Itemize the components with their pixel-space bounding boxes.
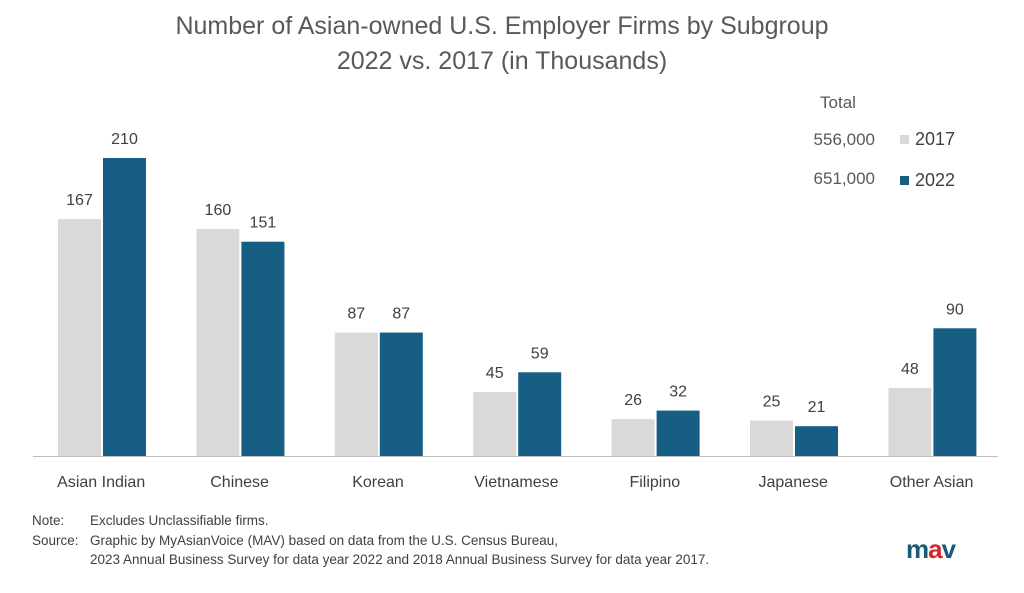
x-tick-label: Japanese xyxy=(759,474,828,491)
data-label: 25 xyxy=(763,394,781,411)
note-text: Excludes Unclassifiable firms. xyxy=(90,513,269,528)
note-label: Note: xyxy=(32,513,65,528)
data-label: 90 xyxy=(946,301,964,318)
x-tick-label: Filipino xyxy=(629,474,680,491)
note-line: Note: Excludes Unclassifiable firms. xyxy=(32,513,269,528)
bar-2017-filipino xyxy=(611,419,655,456)
bar-2017-asian-indian xyxy=(58,219,101,456)
chart-subtitle: 2022 vs. 2017 (in Thousands) xyxy=(336,47,668,75)
legend-swatch-2017 xyxy=(900,135,909,144)
data-label: 48 xyxy=(901,361,919,378)
legend-total: 651,000 xyxy=(814,169,875,188)
data-label: 59 xyxy=(531,345,549,362)
chart-title: Number of Asian-owned U.S. Employer Firm… xyxy=(175,12,829,40)
mav-logo: mav xyxy=(906,534,956,564)
legend-label: 2022 xyxy=(915,170,955,190)
data-label: 167 xyxy=(66,192,93,209)
x-tick-label: Chinese xyxy=(210,474,269,491)
data-label: 45 xyxy=(486,365,504,382)
data-label: 160 xyxy=(205,202,232,219)
data-label: 87 xyxy=(347,306,365,323)
legend-total: 556,000 xyxy=(814,130,875,149)
bar-2022-chinese xyxy=(241,241,285,456)
data-label: 21 xyxy=(808,399,826,416)
x-tick-label: Asian Indian xyxy=(57,474,145,491)
bar-2017-other-asian xyxy=(888,387,932,456)
source-label: Source: xyxy=(32,533,79,548)
data-label: 151 xyxy=(250,215,277,232)
x-tick-label: Korean xyxy=(352,474,404,491)
data-label: 32 xyxy=(669,384,687,401)
source-line-2: 2023 Annual Business Survey for data yea… xyxy=(90,552,710,567)
legend-header: Total xyxy=(820,93,856,112)
bar-2017-korean xyxy=(334,332,378,456)
bar-2022-filipino xyxy=(656,410,700,456)
source-text: Graphic by MyAsianVoice (MAV) based on d… xyxy=(90,533,558,548)
x-tick-label: Vietnamese xyxy=(474,474,558,491)
bar-2022-korean xyxy=(379,332,423,456)
bar-2022-vietnamese xyxy=(518,372,562,456)
bar-2022-japanese xyxy=(795,426,838,456)
bar-2022-asian-indian xyxy=(103,158,146,456)
data-label: 26 xyxy=(624,392,642,409)
bar-chart: 167 210 Asian Indian 160 151 Chinese 87 87 Korea… xyxy=(33,93,998,491)
data-label: 87 xyxy=(392,306,410,323)
bar-2017-japanese xyxy=(750,420,793,456)
data-label: 210 xyxy=(111,131,138,148)
legend-label: 2017 xyxy=(915,129,955,149)
bar-2017-chinese xyxy=(196,228,240,456)
x-tick-label: Other Asian xyxy=(890,474,974,491)
bar-2017-vietnamese xyxy=(473,392,517,456)
bar-2022-other-asian xyxy=(933,328,977,456)
source-line: Source: Graphic by MyAsianVoice (MAV) bas… xyxy=(32,533,558,548)
legend-swatch-2022 xyxy=(900,176,909,185)
